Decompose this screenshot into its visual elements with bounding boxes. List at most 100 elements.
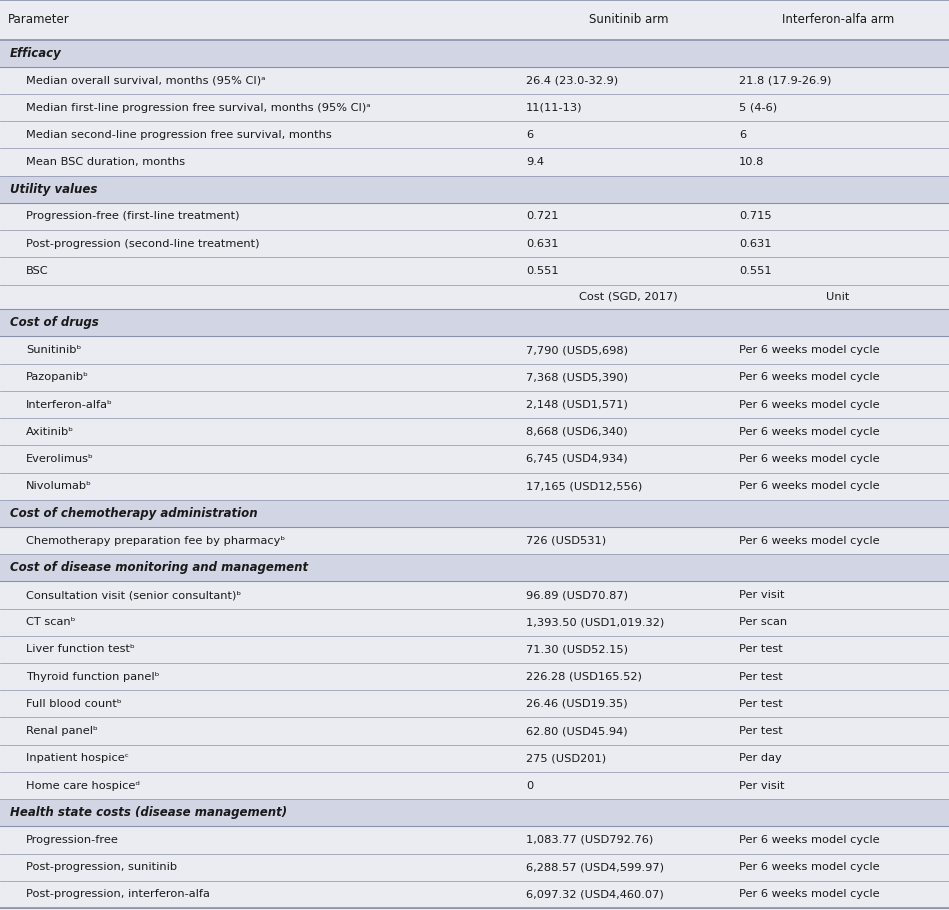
Text: 0.631: 0.631 — [526, 238, 559, 248]
Text: Interferon-alfa arm: Interferon-alfa arm — [782, 14, 894, 26]
Bar — [0, 636, 949, 663]
Text: 8,668 (USD6,340): 8,668 (USD6,340) — [526, 427, 627, 437]
Text: 6,288.57 (USD4,599.97): 6,288.57 (USD4,599.97) — [526, 862, 664, 872]
Text: Per test: Per test — [739, 726, 783, 736]
Text: Median second-line progression free survival, months: Median second-line progression free surv… — [26, 130, 332, 140]
Text: Per day: Per day — [739, 753, 782, 763]
Text: Per 6 weeks model cycle: Per 6 weeks model cycle — [739, 835, 880, 845]
Text: 71.30 (USD52.15): 71.30 (USD52.15) — [526, 644, 628, 654]
Text: Parameter: Parameter — [8, 14, 69, 26]
Text: Per 6 weeks model cycle: Per 6 weeks model cycle — [739, 536, 880, 546]
Text: 6,745 (USD4,934): 6,745 (USD4,934) — [526, 454, 627, 464]
Bar — [0, 717, 949, 744]
Text: Progression-free (first-line treatment): Progression-free (first-line treatment) — [26, 211, 239, 221]
Text: Renal panelᵇ: Renal panelᵇ — [26, 726, 98, 736]
Text: Per 6 weeks model cycle: Per 6 weeks model cycle — [739, 345, 880, 355]
Text: Cost (SGD, 2017): Cost (SGD, 2017) — [579, 292, 678, 302]
Text: 10.8: 10.8 — [739, 157, 764, 167]
Text: 1,083.77 (USD792.76): 1,083.77 (USD792.76) — [526, 835, 653, 845]
Text: Cost of disease monitoring and management: Cost of disease monitoring and managemen… — [10, 561, 308, 574]
Text: 226.28 (USD165.52): 226.28 (USD165.52) — [526, 672, 642, 682]
Text: 0.721: 0.721 — [526, 211, 559, 221]
Bar — [0, 203, 949, 230]
Text: Home care hospiceᵈ: Home care hospiceᵈ — [26, 781, 140, 791]
Bar — [0, 364, 949, 391]
Text: Consultation visit (senior consultant)ᵇ: Consultation visit (senior consultant)ᵇ — [26, 590, 241, 600]
Text: Full blood countᵇ: Full blood countᵇ — [26, 699, 121, 709]
Bar — [0, 0, 949, 40]
Text: 0.715: 0.715 — [739, 211, 772, 221]
Text: Unit: Unit — [827, 292, 849, 302]
Text: Post-progression, sunitinib: Post-progression, sunitinib — [26, 862, 177, 872]
Bar — [0, 418, 949, 445]
Text: BSC: BSC — [26, 266, 48, 276]
Bar — [0, 554, 949, 581]
Text: 21.8 (17.9-26.9): 21.8 (17.9-26.9) — [739, 76, 831, 86]
Text: Health state costs (disease management): Health state costs (disease management) — [10, 806, 288, 819]
Text: Per scan: Per scan — [739, 617, 787, 627]
Text: Efficacy: Efficacy — [10, 46, 62, 60]
Text: 726 (USD531): 726 (USD531) — [526, 536, 606, 546]
Text: 275 (USD201): 275 (USD201) — [526, 753, 606, 763]
Text: 26.46 (USD19.35): 26.46 (USD19.35) — [526, 699, 627, 709]
Bar — [0, 609, 949, 636]
Text: 6: 6 — [739, 130, 746, 140]
Bar — [0, 391, 949, 418]
Bar — [0, 176, 949, 203]
Text: 6: 6 — [526, 130, 533, 140]
Bar — [0, 744, 949, 772]
Text: Sunitinibᵇ: Sunitinibᵇ — [26, 345, 82, 355]
Text: 96.89 (USD70.87): 96.89 (USD70.87) — [526, 590, 628, 600]
Bar — [0, 230, 949, 258]
Text: Everolimusᵇ: Everolimusᵇ — [26, 454, 94, 464]
Bar — [0, 854, 949, 881]
Text: 6,097.32 (USD4,460.07): 6,097.32 (USD4,460.07) — [526, 889, 663, 899]
Text: Pazopanibᵇ: Pazopanibᵇ — [26, 372, 89, 382]
Text: Progression-free: Progression-free — [26, 835, 119, 845]
Text: Median overall survival, months (95% CI)ᵃ: Median overall survival, months (95% CI)… — [26, 76, 266, 86]
Bar — [0, 309, 949, 337]
Bar — [0, 472, 949, 500]
Bar — [0, 772, 949, 799]
Text: 0.551: 0.551 — [526, 266, 559, 276]
Text: Per visit: Per visit — [739, 590, 785, 600]
Text: Post-progression (second-line treatment): Post-progression (second-line treatment) — [26, 238, 259, 248]
Bar — [0, 258, 949, 285]
Text: 1,393.50 (USD1,019.32): 1,393.50 (USD1,019.32) — [526, 617, 664, 627]
Text: Thyroid function panelᵇ: Thyroid function panelᵇ — [26, 672, 159, 682]
Bar — [0, 500, 949, 527]
Text: Per 6 weeks model cycle: Per 6 weeks model cycle — [739, 399, 880, 410]
Bar — [0, 663, 949, 691]
Bar — [0, 94, 949, 121]
Text: 26.4 (23.0-32.9): 26.4 (23.0-32.9) — [526, 76, 618, 86]
Text: Chemotherapy preparation fee by pharmacyᵇ: Chemotherapy preparation fee by pharmacy… — [26, 536, 286, 546]
Bar — [0, 799, 949, 826]
Bar — [0, 691, 949, 717]
Bar — [0, 445, 949, 472]
Bar — [0, 826, 949, 854]
Text: Per 6 weeks model cycle: Per 6 weeks model cycle — [739, 889, 880, 899]
Bar — [0, 581, 949, 609]
Text: 0.631: 0.631 — [739, 238, 772, 248]
Text: 5 (4-6): 5 (4-6) — [739, 103, 777, 113]
Bar — [0, 66, 949, 94]
Text: Per visit: Per visit — [739, 781, 785, 791]
Bar — [0, 40, 949, 66]
Bar — [0, 527, 949, 554]
Text: Per 6 weeks model cycle: Per 6 weeks model cycle — [739, 427, 880, 437]
Bar — [0, 148, 949, 176]
Text: Per 6 weeks model cycle: Per 6 weeks model cycle — [739, 862, 880, 872]
Text: 7,368 (USD5,390): 7,368 (USD5,390) — [526, 372, 628, 382]
Text: Cost of chemotherapy administration: Cost of chemotherapy administration — [10, 507, 257, 520]
Text: 0.551: 0.551 — [739, 266, 772, 276]
Text: Per 6 weeks model cycle: Per 6 weeks model cycle — [739, 454, 880, 464]
Text: Per test: Per test — [739, 699, 783, 709]
Text: Cost of drugs: Cost of drugs — [10, 317, 99, 329]
Text: 9.4: 9.4 — [526, 157, 544, 167]
Bar — [0, 121, 949, 148]
Text: Per 6 weeks model cycle: Per 6 weeks model cycle — [739, 372, 880, 382]
Text: Interferon-alfaᵇ: Interferon-alfaᵇ — [26, 399, 113, 410]
Text: Per test: Per test — [739, 672, 783, 682]
Text: 2,148 (USD1,571): 2,148 (USD1,571) — [526, 399, 628, 410]
Text: 11(11-13): 11(11-13) — [526, 103, 583, 113]
